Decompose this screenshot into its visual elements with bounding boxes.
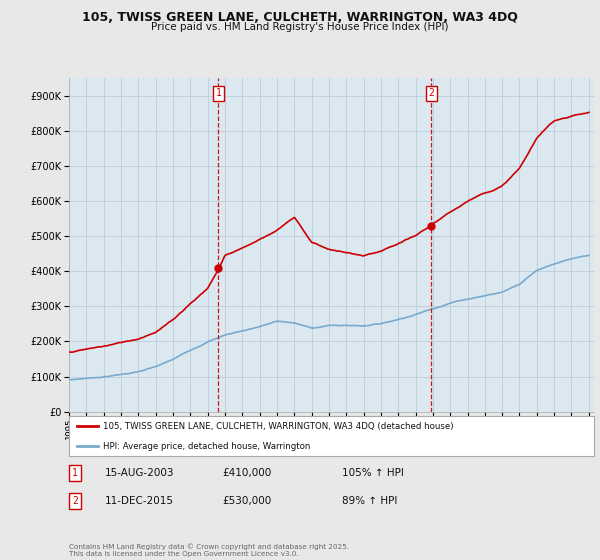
Text: 1: 1	[215, 88, 221, 99]
Text: £410,000: £410,000	[222, 468, 271, 478]
Text: 2: 2	[72, 496, 78, 506]
Text: 89% ↑ HPI: 89% ↑ HPI	[342, 496, 397, 506]
Text: 2: 2	[428, 88, 434, 99]
Text: 105, TWISS GREEN LANE, CULCHETH, WARRINGTON, WA3 4DQ (detached house): 105, TWISS GREEN LANE, CULCHETH, WARRING…	[103, 422, 454, 431]
Text: 11-DEC-2015: 11-DEC-2015	[105, 496, 174, 506]
Text: 15-AUG-2003: 15-AUG-2003	[105, 468, 175, 478]
Text: Price paid vs. HM Land Registry's House Price Index (HPI): Price paid vs. HM Land Registry's House …	[151, 22, 449, 32]
Text: HPI: Average price, detached house, Warrington: HPI: Average price, detached house, Warr…	[103, 442, 311, 451]
Text: 105, TWISS GREEN LANE, CULCHETH, WARRINGTON, WA3 4DQ: 105, TWISS GREEN LANE, CULCHETH, WARRING…	[82, 11, 518, 24]
Text: Contains HM Land Registry data © Crown copyright and database right 2025.
This d: Contains HM Land Registry data © Crown c…	[69, 544, 349, 557]
Text: 105% ↑ HPI: 105% ↑ HPI	[342, 468, 404, 478]
Text: £530,000: £530,000	[222, 496, 271, 506]
Text: 1: 1	[72, 468, 78, 478]
